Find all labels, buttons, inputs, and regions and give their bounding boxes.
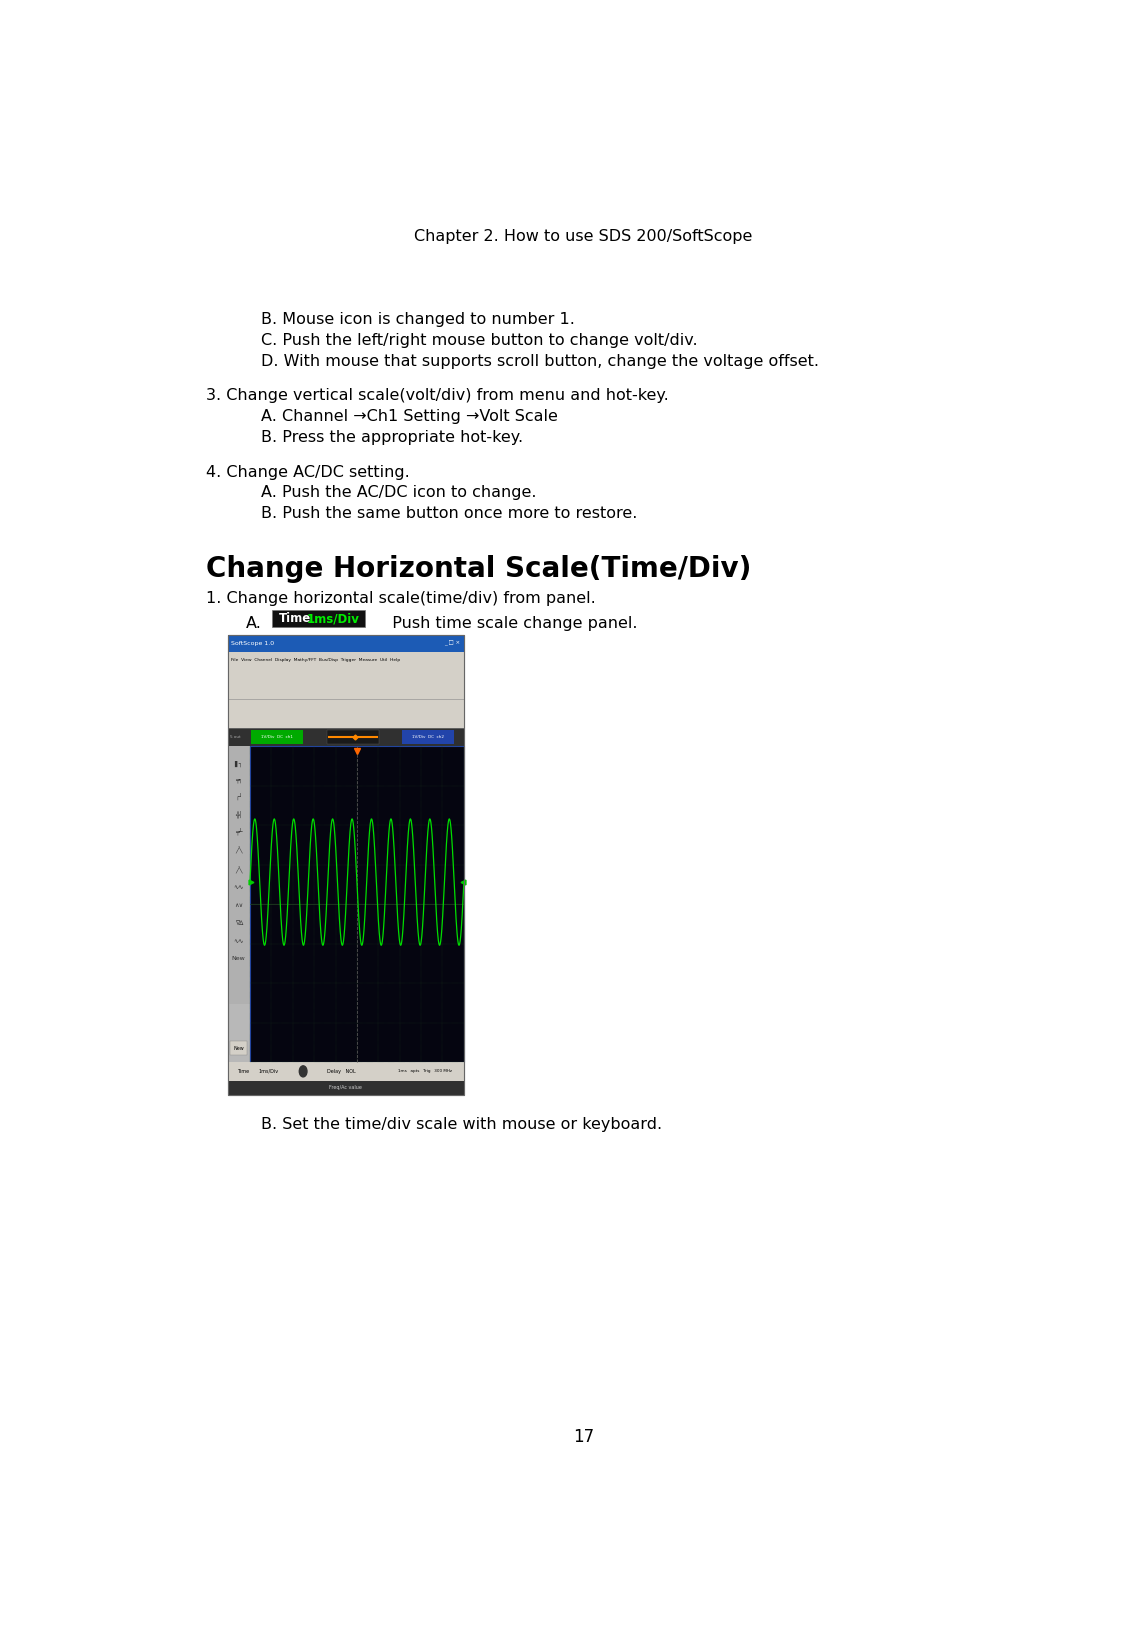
Text: 1ms/Div: 1ms/Div bbox=[258, 1069, 279, 1074]
Text: 5 out: 5 out bbox=[230, 735, 241, 738]
Text: 1ms/Div: 1ms/Div bbox=[306, 613, 360, 624]
Text: 1ms   apts   Trig   300 MHz: 1ms apts Trig 300 MHz bbox=[397, 1069, 452, 1074]
Text: 4. Change AC/DC setting.: 4. Change AC/DC setting. bbox=[206, 464, 410, 479]
Text: ╤┐: ╤┐ bbox=[234, 780, 242, 785]
FancyBboxPatch shape bbox=[228, 667, 464, 699]
Text: ∧∨: ∧∨ bbox=[234, 904, 244, 909]
Text: New: New bbox=[233, 1046, 245, 1051]
Text: ∿∿: ∿∿ bbox=[233, 885, 244, 890]
Text: Time: Time bbox=[237, 1069, 249, 1074]
FancyBboxPatch shape bbox=[250, 747, 464, 1062]
FancyBboxPatch shape bbox=[228, 634, 464, 1095]
Text: B. Push the same button once more to restore.: B. Push the same button once more to res… bbox=[262, 506, 637, 522]
Text: Change Horizontal Scale(Time/Div): Change Horizontal Scale(Time/Div) bbox=[206, 555, 751, 583]
Text: Time: Time bbox=[279, 613, 311, 624]
Text: B. Set the time/div scale with mouse or keyboard.: B. Set the time/div scale with mouse or … bbox=[262, 1117, 662, 1132]
FancyBboxPatch shape bbox=[228, 634, 464, 653]
Text: Delay   NOL: Delay NOL bbox=[327, 1069, 355, 1074]
Text: ┌┘: ┌┘ bbox=[234, 793, 242, 801]
Text: Freq/Ac value: Freq/Ac value bbox=[329, 1085, 362, 1090]
Text: SoftScope 1.0: SoftScope 1.0 bbox=[231, 641, 274, 646]
FancyBboxPatch shape bbox=[228, 729, 464, 747]
Text: C. Push the left/right mouse button to change volt/div.: C. Push the left/right mouse button to c… bbox=[262, 334, 698, 349]
Text: File  View  Channel  Display  Mathy/FFT  Bus/Disp  Trigger  Measure  Util  Help: File View Channel Display Mathy/FFT Bus/… bbox=[231, 657, 401, 662]
Text: _ □ ×: _ □ × bbox=[444, 641, 461, 646]
Circle shape bbox=[299, 1066, 307, 1077]
Text: ╱╲: ╱╲ bbox=[234, 846, 242, 854]
Text: B. Mouse icon is changed to number 1.: B. Mouse icon is changed to number 1. bbox=[262, 312, 575, 327]
FancyBboxPatch shape bbox=[327, 730, 379, 745]
Text: A. Channel →Ch1 Setting →Volt Scale: A. Channel →Ch1 Setting →Volt Scale bbox=[262, 410, 558, 425]
Text: New: New bbox=[232, 957, 246, 961]
Text: 1V/Div  DC  ch2: 1V/Div DC ch2 bbox=[412, 735, 445, 738]
Text: 1. Change horizontal scale(time/div) from panel.: 1. Change horizontal scale(time/div) fro… bbox=[206, 591, 595, 606]
Text: ╤┴: ╤┴ bbox=[234, 829, 242, 836]
Text: B. Press the appropriate hot-key.: B. Press the appropriate hot-key. bbox=[262, 430, 523, 444]
FancyBboxPatch shape bbox=[403, 730, 454, 745]
Text: ∿∿: ∿∿ bbox=[233, 938, 244, 943]
Text: D. With mouse that supports scroll button, change the voltage offset.: D. With mouse that supports scroll butto… bbox=[262, 354, 819, 368]
FancyBboxPatch shape bbox=[272, 610, 364, 628]
Text: ∇∆: ∇∆ bbox=[234, 922, 242, 927]
Text: Push time scale change panel.: Push time scale change panel. bbox=[382, 616, 637, 631]
FancyBboxPatch shape bbox=[228, 699, 464, 729]
Text: 3. Change vertical scale(volt/div) from menu and hot-key.: 3. Change vertical scale(volt/div) from … bbox=[206, 388, 668, 403]
Text: ╱╲: ╱╲ bbox=[234, 867, 242, 874]
FancyBboxPatch shape bbox=[228, 1062, 464, 1080]
Text: A.: A. bbox=[246, 616, 262, 631]
Text: 17: 17 bbox=[572, 1427, 594, 1446]
Text: Chapter 2. How to use SDS 200/SoftScope: Chapter 2. How to use SDS 200/SoftScope bbox=[414, 230, 752, 244]
Text: A. Push the AC/DC icon to change.: A. Push the AC/DC icon to change. bbox=[262, 486, 537, 501]
FancyBboxPatch shape bbox=[230, 1041, 247, 1056]
FancyBboxPatch shape bbox=[251, 730, 303, 745]
FancyBboxPatch shape bbox=[228, 747, 250, 1004]
Text: ╬│: ╬│ bbox=[234, 811, 242, 818]
FancyBboxPatch shape bbox=[228, 1080, 464, 1095]
Text: ▌┐: ▌┐ bbox=[234, 762, 244, 767]
FancyBboxPatch shape bbox=[228, 653, 464, 667]
Text: 1V/Div  DC  ch1: 1V/Div DC ch1 bbox=[262, 735, 294, 738]
